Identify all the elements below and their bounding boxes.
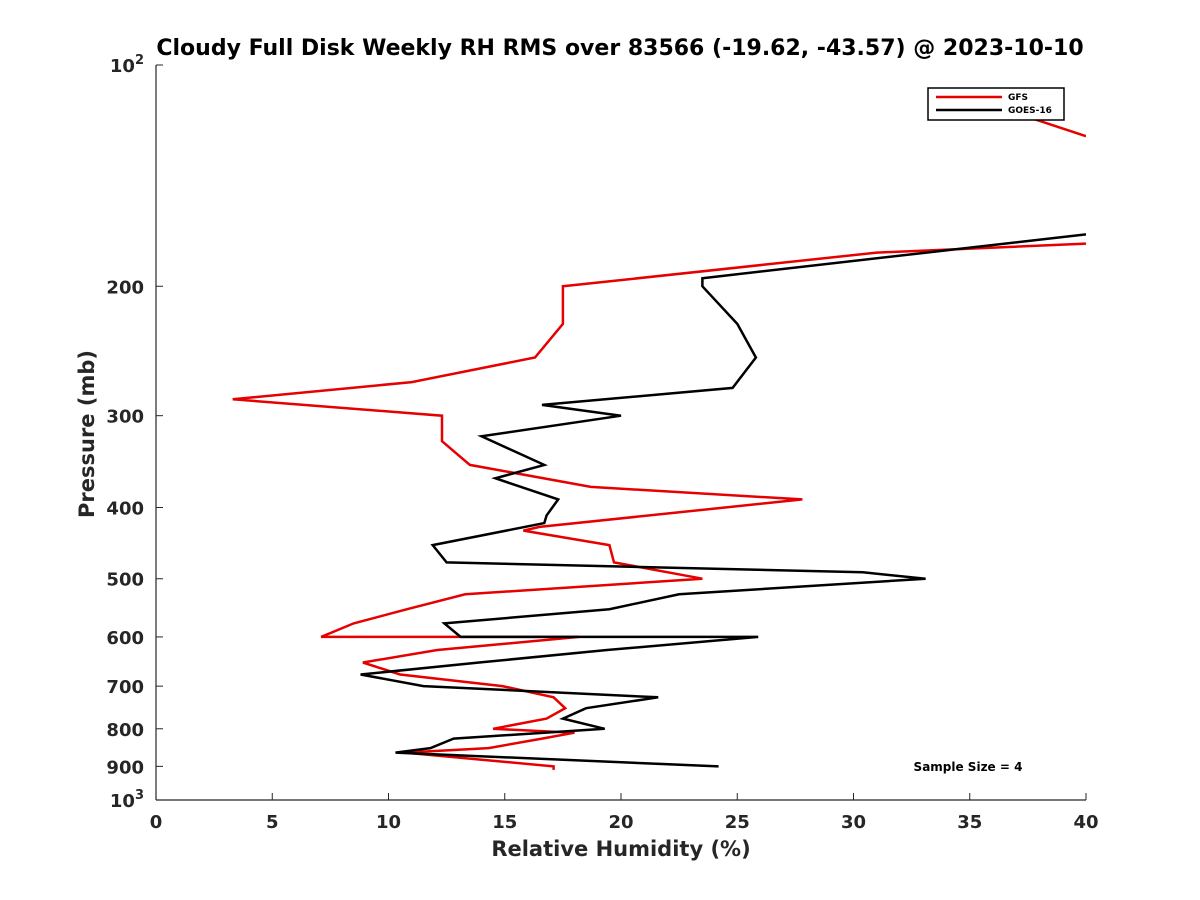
sample-size-annotation: Sample Size = 4 xyxy=(914,760,1023,774)
legend-label-goes-16: GOES-16 xyxy=(1008,106,1052,116)
series-line-gfs xyxy=(232,242,1086,770)
y-tick-label: 800 xyxy=(106,720,144,741)
y-tick-label: 400 xyxy=(106,499,144,520)
y-tick-label: 200 xyxy=(106,277,144,298)
x-tick-label: 25 xyxy=(725,812,750,833)
x-tick-label: 0 xyxy=(150,812,163,833)
y-tick-label: 300 xyxy=(106,407,144,428)
y-tick-exponent: 2 xyxy=(135,53,144,68)
y-axis-label: Pressure (mb) xyxy=(75,350,99,518)
series-line-goes-16 xyxy=(360,233,1086,768)
x-axis-label: Relative Humidity (%) xyxy=(491,837,750,861)
x-tick-label: 5 xyxy=(266,812,279,833)
x-tick-label: 10 xyxy=(376,812,401,833)
legend-label-gfs: GFS xyxy=(1008,93,1028,103)
x-tick-label: 35 xyxy=(957,812,982,833)
y-tick-label: 600 xyxy=(106,628,144,649)
y-tick-label: 900 xyxy=(106,757,144,778)
y-tick-base: 10 xyxy=(110,791,135,812)
x-tick-label: 40 xyxy=(1073,812,1098,833)
y-tick-exponent: 3 xyxy=(135,788,144,803)
legend-box xyxy=(927,87,1065,121)
x-tick-label: 20 xyxy=(608,812,633,833)
x-axis: 0 5 10 15 20 25 30 35 40 xyxy=(150,793,1099,833)
y-tick-base: 10 xyxy=(110,56,135,77)
y-tick-label: 102 xyxy=(110,53,144,77)
x-tick-label: 30 xyxy=(841,812,866,833)
y-tick-label: 500 xyxy=(106,570,144,591)
y-tick-label: 700 xyxy=(106,677,144,698)
legend: GFS GOES-16 xyxy=(927,87,1065,121)
chart-title: Cloudy Full Disk Weekly RH RMS over 8356… xyxy=(156,36,1083,61)
x-tick-label: 15 xyxy=(492,812,517,833)
y-tick-label: 103 xyxy=(110,788,144,812)
